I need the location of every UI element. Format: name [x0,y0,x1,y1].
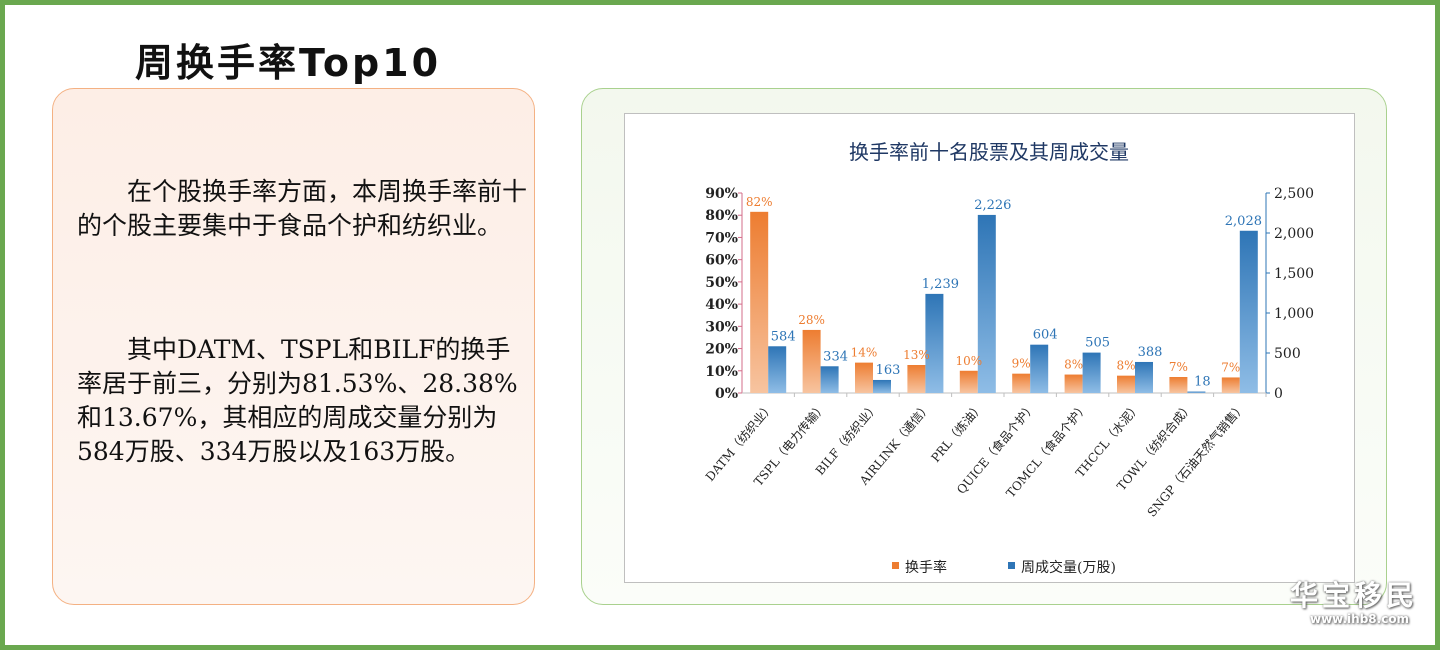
turnover-bar [1117,375,1135,393]
volume-label: 163 [876,363,901,378]
category-label: PRL（炼油） [928,399,986,465]
left-tick-label: 80% [705,208,738,224]
left-tick-label: 60% [705,253,738,269]
volume-bar [1030,344,1049,393]
turnover-bar [1221,377,1240,393]
category-label: SNGP（石油天然气销售） [1144,399,1248,519]
right-tick-label: 1,000 [1274,306,1314,322]
turnover-bar [907,365,926,393]
turnover-label: 10% [955,354,982,368]
volume-label: 1,239 [922,277,959,292]
legend-volume: 周成交量(万股) [1021,559,1116,576]
watermark-name: 华宝移民 [1290,579,1419,612]
volume-bar [1082,352,1101,393]
turnover-bar [1064,374,1083,393]
page-title: 周换手率Top10 [135,41,442,85]
chart-area: 换手率前十名股票及其周成交量 0% 10% 20% 30% 40% 50% 60% 70% 80%… [624,113,1355,583]
turnover-bar [855,362,873,393]
turnover-label: 82% [746,195,773,209]
turnover-bar [1169,377,1188,393]
volume-bar [1135,361,1153,393]
right-tick-label: 2,500 [1274,186,1314,202]
volume-label: 505 [1085,336,1110,351]
right-tick-label: 1,500 [1274,266,1314,282]
left-tick-label: 70% [705,230,738,246]
volume-label: 18 [1194,375,1211,390]
bar-chart: 换手率前十名股票及其周成交量 0% 10% 20% 30% 40% 50% 60% 70% 80%… [703,140,1314,576]
watermark-url: www.ihb8.com [1310,612,1410,626]
volume-label: 334 [823,349,848,364]
left-tick-label: 10% [705,364,738,380]
volume-label: 604 [1033,328,1058,343]
left-tick-label: 90% [705,186,738,202]
turnover-bar [1012,373,1031,393]
turnover-label: 13% [903,348,930,362]
volume-label: 2,028 [1225,214,1262,229]
volume-label: 2,226 [974,198,1011,213]
left-tick-label: 20% [705,342,738,358]
volume-bar [925,293,944,393]
turnover-bar [750,211,769,393]
volume-bar [768,346,787,393]
legend-turnover: 换手率 [905,559,947,576]
turnover-label: 8% [1064,358,1083,372]
right-tick-label: 500 [1274,346,1301,362]
left-tick-label: 30% [705,319,738,335]
turnover-label: 28% [798,313,825,327]
volume-bar [873,379,891,393]
volume-label: 584 [771,329,796,344]
legend-swatch-turnover [892,562,899,569]
turnover-bar [959,370,978,393]
legend-swatch-volume [1008,562,1015,569]
left-tick-label: 0% [715,386,738,402]
right-tick-label: 2,000 [1274,226,1314,242]
left-tick-label: 40% [705,297,738,313]
turnover-label: 7% [1169,360,1188,374]
paragraph-2: 其中DATM、TSPL和BILF的换手率居于前三，分别为81.53%、28.38… [77,335,518,466]
volume-bar [1187,391,1206,393]
right-tick-label: 0 [1274,386,1283,402]
left-tick-label: 50% [705,275,738,291]
chart-title: 换手率前十名股票及其周成交量 [849,140,1129,164]
volume-bar [1239,230,1258,393]
turnover-bar [802,329,821,393]
text-panel: 在个股换手率方面，本周换手率前十的个股主要集中于食品个护和纺织业。 其中DATM… [52,88,535,605]
turnover-label: 14% [851,346,878,360]
turnover-label: 8% [1116,359,1135,373]
turnover-label: 9% [1012,357,1031,371]
watermark-logo: 华宝移民 www.ihb8.com [1290,579,1419,627]
volume-bar [820,366,839,393]
volume-bar [977,214,996,393]
volume-label: 388 [1138,345,1163,360]
paragraph-1: 在个股换手率方面，本周换手率前十的个股主要集中于食品个护和纺织业。 [77,177,528,240]
turnover-label: 7% [1221,360,1240,374]
